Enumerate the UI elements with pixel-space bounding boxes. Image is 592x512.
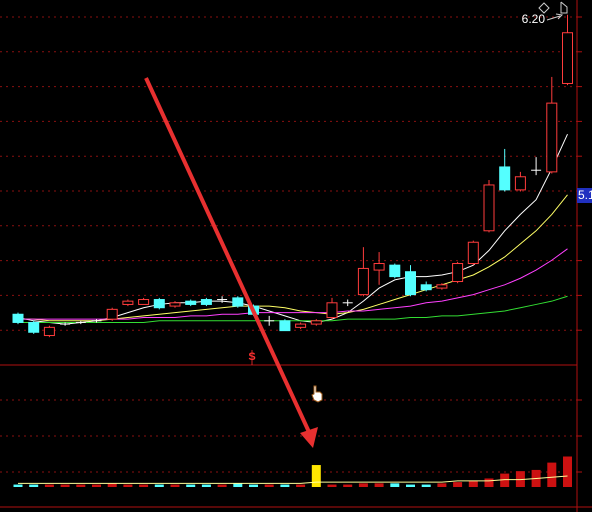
volume-bar: [437, 483, 447, 487]
annotation-arrow: [144, 77, 311, 433]
volume-ma-line: [18, 475, 568, 484]
candle-body: [389, 264, 401, 278]
candle-body: [28, 321, 40, 333]
volume-bar: [154, 484, 164, 487]
candle-body: [452, 263, 464, 283]
volume-bar: [547, 462, 557, 487]
volume-bar: [484, 478, 494, 487]
volume-bar: [139, 484, 149, 487]
volume-bar: [217, 484, 227, 487]
volume-bar: [421, 484, 431, 487]
volume-bar: [13, 484, 23, 487]
last-price-label: 5.1: [578, 188, 592, 202]
candle-body: [310, 320, 322, 325]
candle-body: [420, 284, 432, 291]
top-icon: [538, 2, 550, 14]
volume-bar: [515, 471, 525, 487]
top-icon: [560, 1, 568, 14]
volume-bar: [29, 484, 39, 487]
volume-bar: [107, 483, 117, 487]
volume-bar: [390, 483, 400, 487]
volume-bar: [264, 484, 274, 487]
volume-bar: [311, 465, 321, 487]
high-label: 6.20: [522, 12, 546, 26]
volume-bar: [468, 480, 478, 487]
high-pointer: [546, 13, 564, 21]
volume-bar: [406, 484, 415, 487]
mouse-cursor: [311, 385, 323, 403]
volume-bar: [563, 456, 572, 487]
volume-bar: [374, 483, 384, 487]
candle-body: [514, 176, 526, 191]
volume-bar: [233, 483, 243, 487]
candle-body: [279, 320, 291, 332]
candle-body: [483, 184, 495, 232]
candle-body: [153, 299, 165, 309]
candle-body: [546, 102, 558, 173]
volume-bar: [280, 484, 290, 487]
candle-body: [405, 271, 416, 296]
candle-body: [200, 299, 212, 305]
last-price-box: [577, 188, 592, 203]
volume-bar: [453, 482, 463, 487]
candle-body: [436, 284, 448, 289]
volume-bar: [123, 484, 133, 487]
candle-body: [169, 302, 181, 307]
candle-body: [357, 267, 369, 296]
candle-body: [43, 326, 55, 337]
ma-line: [18, 295, 568, 323]
volume-bar: [44, 484, 54, 487]
volume-bar: [249, 484, 258, 487]
volume-bar: [358, 483, 368, 487]
candle-body: [373, 263, 385, 271]
candle-body: [106, 308, 118, 320]
candle-body: [232, 297, 244, 307]
volume-bar: [76, 484, 86, 487]
candle-body: [326, 302, 338, 319]
volume-bar: [92, 484, 101, 487]
candle-body: [499, 166, 511, 191]
volume-bar: [343, 484, 353, 487]
candle-body: [12, 313, 24, 323]
candle-body: [562, 32, 573, 84]
volume-bar: [170, 484, 180, 487]
grid: [0, 16, 582, 473]
candle-body: [467, 241, 479, 265]
candle-body: [138, 299, 150, 305]
candle-body: [185, 300, 197, 305]
volume-bar: [296, 484, 306, 487]
candle-body: [295, 323, 307, 328]
volume-bar: [201, 484, 211, 487]
annotation-arrowhead: [300, 427, 318, 448]
volume-bar: [60, 484, 70, 487]
candle-body: [122, 300, 134, 305]
marks: [12, 14, 573, 487]
volume-bar: [186, 484, 196, 487]
volume-bar: [500, 473, 510, 487]
volume-bar: [327, 484, 337, 487]
